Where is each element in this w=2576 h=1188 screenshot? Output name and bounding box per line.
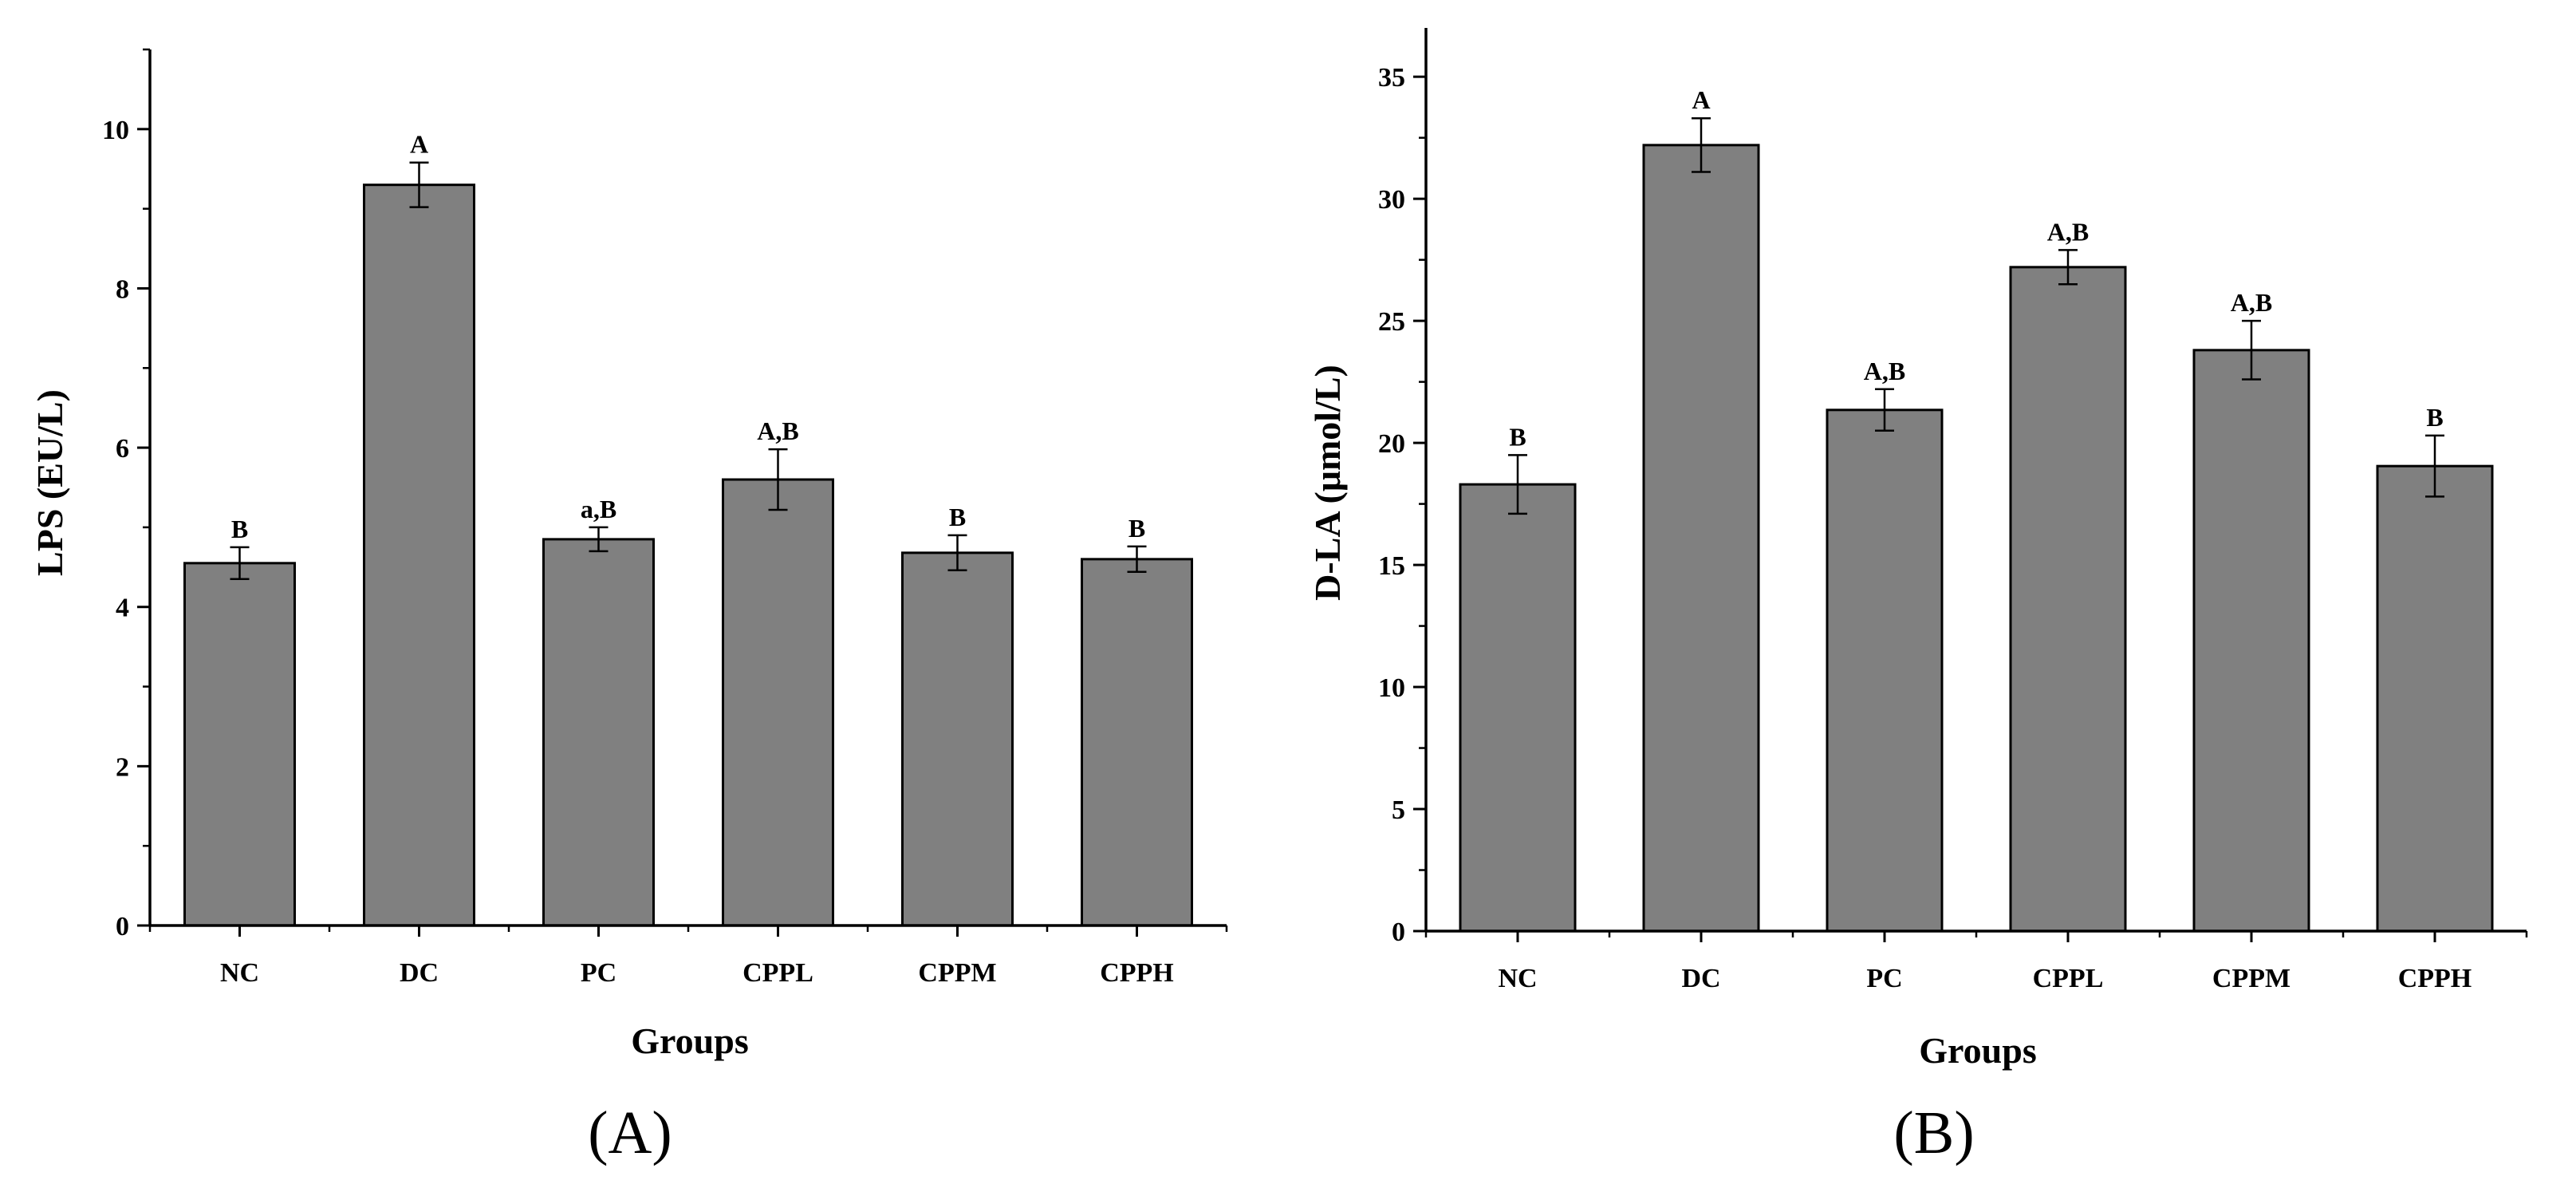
y-tick-label: 25 xyxy=(1378,307,1405,337)
significance-label-nc: B xyxy=(1509,422,1526,451)
bar-cppl xyxy=(2009,266,2127,933)
bar-cppm xyxy=(2192,349,2310,933)
x-tick-label-dc: DC xyxy=(400,958,439,988)
significance-label-pc: a,B xyxy=(581,495,616,523)
y-ticks: 0 5 10 15 20 25 30 35 xyxy=(1378,63,1426,947)
panel-b-chart: B A A,B A,B A,B B 0 5 10 15 20 25 30 35 NC DC PC CPPL CP… xyxy=(1307,28,2528,1166)
y-tick-label: 5 xyxy=(1392,795,1405,825)
y-tick-label: 35 xyxy=(1378,63,1405,93)
y-ticks: 0 2 4 6 8 10 xyxy=(102,48,150,941)
y-tick-label: 10 xyxy=(1378,673,1405,703)
significance-label-cpph: B xyxy=(2426,403,2443,432)
x-tick-label-cpph: CPPH xyxy=(2398,964,2472,993)
significance-label-cppl: A,B xyxy=(757,416,798,445)
x-ticks: NC DC PC CPPL CPPM CPPH xyxy=(1424,931,2528,993)
significance-label-cppm: B xyxy=(949,503,966,531)
bar-cpph xyxy=(1081,558,1193,927)
y-tick-label: 30 xyxy=(1378,185,1405,215)
x-tick-label-nc: NC xyxy=(220,958,259,988)
x-tick-label-pc: PC xyxy=(1866,964,1902,993)
x-tick-label-cppm: CPPM xyxy=(918,958,996,988)
y-tick-label: 4 xyxy=(116,594,129,623)
bar-cpph xyxy=(2376,464,2494,933)
error-bars xyxy=(230,161,1147,581)
x-tick-label-nc: NC xyxy=(1498,964,1537,993)
bar-nc xyxy=(1459,483,1577,933)
y-tick-label: 2 xyxy=(116,752,129,782)
panel-label-b: (B) xyxy=(1893,1099,1974,1166)
panel-a-chart: B Aa,B A,B B B 0 2 4 6 8 10 NC DC PC CPPL CPPM CPPH LP… xyxy=(30,48,1228,1166)
significance-label-cppl: A,B xyxy=(2047,217,2089,246)
significance-label-dc: A xyxy=(410,130,428,159)
significance-label-dc: A xyxy=(1692,85,1710,114)
bar-cppl xyxy=(722,478,834,927)
x-tick-label-cppl: CPPL xyxy=(742,958,813,988)
bar-pc xyxy=(1826,408,1944,933)
bars xyxy=(183,184,1193,927)
bar-pc xyxy=(542,538,655,927)
error-bars xyxy=(1508,116,2444,515)
significance-label-nc: B xyxy=(231,515,248,543)
y-tick-label: 10 xyxy=(102,116,129,145)
y-axis-title: LPS (EU/L) xyxy=(30,389,70,576)
significance-label-pc: A,B xyxy=(1864,357,1905,385)
x-axis-title: Groups xyxy=(631,1020,748,1061)
x-tick-label-cppm: CPPM xyxy=(2212,964,2290,993)
x-ticks: NC DC PC CPPL CPPM CPPH xyxy=(148,926,1228,988)
significance-labels: B Aa,B A,B B B xyxy=(231,130,1145,543)
bar-dc xyxy=(1642,144,1760,933)
significance-label-cpph: B xyxy=(1128,514,1145,543)
bar-cppm xyxy=(901,551,1014,927)
significance-label-cppm: A,B xyxy=(2231,288,2272,317)
bar-nc xyxy=(183,562,296,927)
y-tick-label: 0 xyxy=(1392,918,1405,947)
significance-labels: B A A,B A,B A,B B xyxy=(1509,85,2443,451)
y-tick-label: 6 xyxy=(116,434,129,464)
x-axis-title: Groups xyxy=(1919,1030,2036,1071)
y-tick-label: 8 xyxy=(116,274,129,304)
bar-dc xyxy=(363,184,475,927)
x-tick-label-cppl: CPPL xyxy=(2033,964,2104,993)
y-axis-title: D-LA (μmol/L) xyxy=(1307,365,1348,601)
panel-label-a: (A) xyxy=(588,1099,672,1166)
x-tick-label-pc: PC xyxy=(581,958,616,988)
x-tick-label-cpph: CPPH xyxy=(1100,958,1174,988)
y-tick-label: 15 xyxy=(1378,551,1405,581)
y-tick-label: 20 xyxy=(1378,429,1405,459)
x-tick-label-dc: DC xyxy=(1681,964,1720,993)
y-tick-label: 0 xyxy=(116,912,129,941)
